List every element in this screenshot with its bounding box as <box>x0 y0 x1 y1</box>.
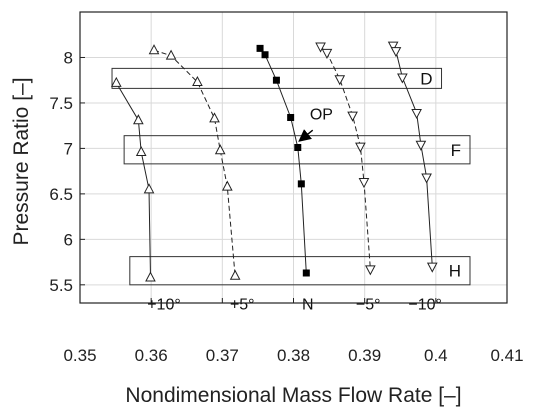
x-tick-label: 0.38 <box>277 346 310 365</box>
data-point <box>426 262 438 273</box>
x-tick-label: 0.4 <box>424 346 448 365</box>
series-label: +10° <box>147 296 181 313</box>
data-point <box>135 145 147 157</box>
series-label: N <box>302 296 314 313</box>
x-axis-label: Nondimensional Mass Flow Rate [–] <box>125 384 461 407</box>
series-line <box>320 46 371 270</box>
data-point <box>347 111 358 122</box>
region-box-d <box>111 67 443 89</box>
data-point <box>214 144 226 155</box>
data-point <box>397 73 408 84</box>
series-0 <box>110 76 156 282</box>
data-point <box>145 271 156 282</box>
data-point <box>315 42 326 53</box>
y-tick-label: 6.5 <box>49 185 73 204</box>
region-box-label: F <box>451 141 461 160</box>
y-tick-label: 6 <box>64 230 73 249</box>
data-point <box>302 269 310 277</box>
data-point <box>387 41 399 52</box>
data-point <box>133 114 144 125</box>
y-axis-ticks: 5.5 6 6.5 7 7.5 8 <box>49 48 85 295</box>
region-box-label: D <box>420 69 432 88</box>
series-1 <box>148 44 241 280</box>
region-box-h <box>129 256 471 286</box>
x-tick-label: 0.36 <box>135 346 168 365</box>
annotation-arrow <box>298 129 314 142</box>
y-tick-label: 7.5 <box>49 94 73 113</box>
data-point <box>229 269 241 280</box>
data-point <box>110 76 122 87</box>
data-point <box>261 51 269 59</box>
annotation-op: OP <box>310 106 333 123</box>
x-tick-label: 0.39 <box>348 346 381 365</box>
x-tick-label: 0.41 <box>490 346 523 365</box>
annotations: +10° +5° N −5° −10° OP <box>147 106 442 313</box>
data-point <box>287 113 295 121</box>
data-point <box>390 47 402 58</box>
data-point <box>411 108 422 120</box>
data-point <box>355 142 366 153</box>
data-point <box>421 173 432 184</box>
x-tick-label: 0.37 <box>206 346 239 365</box>
series-4 <box>387 41 438 273</box>
series-2 <box>256 44 310 277</box>
y-tick-label: 5.5 <box>49 276 73 295</box>
data-point <box>415 140 427 151</box>
region-boxes: D F H <box>111 67 471 286</box>
data-point <box>209 112 220 123</box>
region-box-f <box>123 135 471 165</box>
series-3 <box>315 42 376 276</box>
data-point <box>165 49 177 60</box>
series <box>110 41 438 282</box>
data-point <box>358 178 370 189</box>
y-tick-label: 7 <box>64 139 73 158</box>
y-tick-label: 8 <box>64 48 73 67</box>
series-line <box>115 82 151 278</box>
region-box-label: H <box>449 262 461 281</box>
series-label: −10° <box>408 296 442 313</box>
data-point <box>365 265 376 276</box>
data-point <box>272 76 280 84</box>
y-axis-label: Pressure Ratio [–] <box>10 77 33 245</box>
data-point <box>221 180 233 191</box>
x-axis-ticks: 0.35 0.36 0.37 0.38 0.39 0.4 0.41 <box>63 298 524 365</box>
data-point <box>321 48 333 59</box>
data-point <box>192 75 203 87</box>
series-label: −5° <box>356 296 381 313</box>
grid <box>79 12 508 303</box>
data-point <box>256 44 264 52</box>
data-point <box>148 44 160 55</box>
x-tick-label: 0.35 <box>63 346 96 365</box>
data-point <box>297 180 305 188</box>
data-point <box>294 143 302 151</box>
series-label: +5° <box>230 296 255 313</box>
data-point <box>143 183 155 194</box>
data-point <box>334 75 346 86</box>
